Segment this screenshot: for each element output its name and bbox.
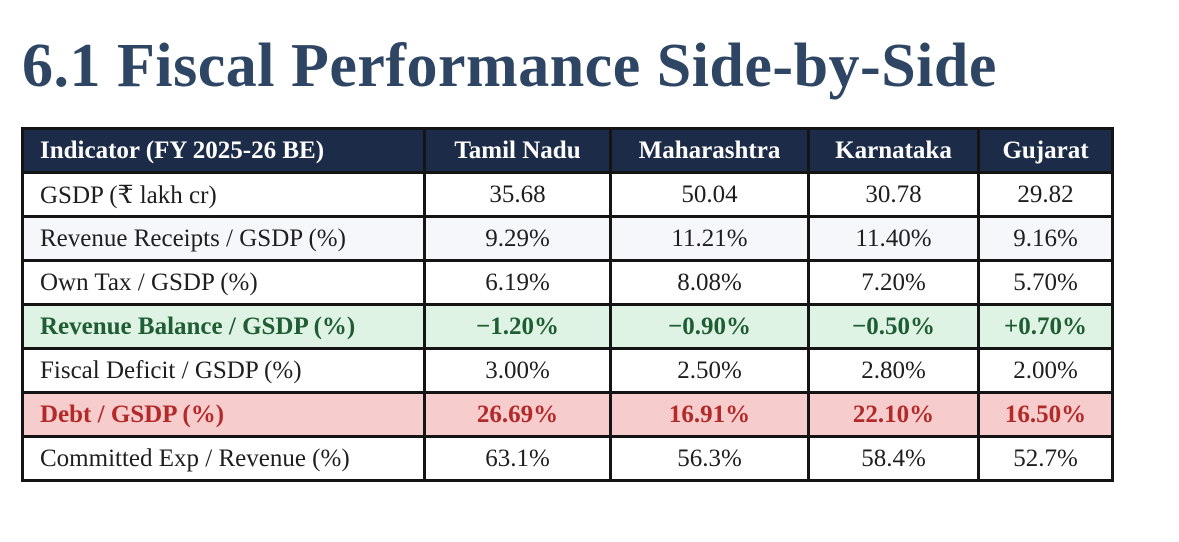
cell-karnataka: 11.40% [807, 215, 980, 262]
cell-karnataka: 22.10% [807, 391, 980, 438]
cell-gujarat: 16.50% [977, 391, 1114, 438]
cell-maharashtra: −0.90% [609, 303, 810, 350]
cell-tamil-nadu: 3.00% [423, 347, 612, 394]
cell-maharashtra: 8.08% [609, 259, 810, 306]
cell-gujarat: 5.70% [977, 259, 1114, 306]
cell-gujarat: 29.82 [977, 171, 1114, 218]
table-row-own-tax: Own Tax / GSDP (%) 6.19% 8.08% 7.20% 5.7… [21, 259, 1114, 306]
header-indicator: Indicator (FY 2025-26 BE) [21, 127, 426, 174]
row-label: GSDP (₹ lakh cr) [21, 171, 426, 218]
row-label: Revenue Receipts / GSDP (%) [21, 215, 426, 262]
table-header-row: Indicator (FY 2025-26 BE) Tamil Nadu Mah… [21, 127, 1114, 174]
cell-gujarat: 2.00% [977, 347, 1114, 394]
row-label: Committed Exp / Revenue (%) [21, 435, 426, 482]
section-title: 6.1 Fiscal Performance Side-by-Side [22, 32, 997, 100]
header-gujarat: Gujarat [977, 127, 1114, 174]
row-label: Debt / GSDP (%) [21, 391, 426, 438]
cell-tamil-nadu: 6.19% [423, 259, 612, 306]
cell-maharashtra: 2.50% [609, 347, 810, 394]
header-karnataka: Karnataka [807, 127, 980, 174]
cell-karnataka: 58.4% [807, 435, 980, 482]
cell-maharashtra: 50.04 [609, 171, 810, 218]
cell-tamil-nadu: −1.20% [423, 303, 612, 350]
cell-karnataka: 30.78 [807, 171, 980, 218]
fiscal-performance-table: Indicator (FY 2025-26 BE) Tamil Nadu Mah… [21, 127, 1114, 482]
table-row-fiscal-deficit: Fiscal Deficit / GSDP (%) 3.00% 2.50% 2.… [21, 347, 1114, 394]
cell-tamil-nadu: 26.69% [423, 391, 612, 438]
cell-karnataka: 7.20% [807, 259, 980, 306]
cell-gujarat: 52.7% [977, 435, 1114, 482]
cell-tamil-nadu: 35.68 [423, 171, 612, 218]
header-maharashtra: Maharashtra [609, 127, 810, 174]
cell-karnataka: 2.80% [807, 347, 980, 394]
row-label: Own Tax / GSDP (%) [21, 259, 426, 306]
table-row-debt: Debt / GSDP (%) 26.69% 16.91% 22.10% 16.… [21, 391, 1114, 438]
cell-maharashtra: 56.3% [609, 435, 810, 482]
header-tamil-nadu: Tamil Nadu [423, 127, 612, 174]
cell-maharashtra: 16.91% [609, 391, 810, 438]
cell-tamil-nadu: 63.1% [423, 435, 612, 482]
row-label: Revenue Balance / GSDP (%) [21, 303, 426, 350]
table-row-revenue-balance: Revenue Balance / GSDP (%) −1.20% −0.90%… [21, 303, 1114, 350]
cell-maharashtra: 11.21% [609, 215, 810, 262]
table-row-revenue-receipts: Revenue Receipts / GSDP (%) 9.29% 11.21%… [21, 215, 1114, 262]
cell-gujarat: 9.16% [977, 215, 1114, 262]
cell-karnataka: −0.50% [807, 303, 980, 350]
table-row-gsdp: GSDP (₹ lakh cr) 35.68 50.04 30.78 29.82 [21, 171, 1114, 218]
cell-tamil-nadu: 9.29% [423, 215, 612, 262]
table-row-committed-exp: Committed Exp / Revenue (%) 63.1% 56.3% … [21, 435, 1114, 482]
row-label: Fiscal Deficit / GSDP (%) [21, 347, 426, 394]
cell-gujarat: +0.70% [977, 303, 1114, 350]
